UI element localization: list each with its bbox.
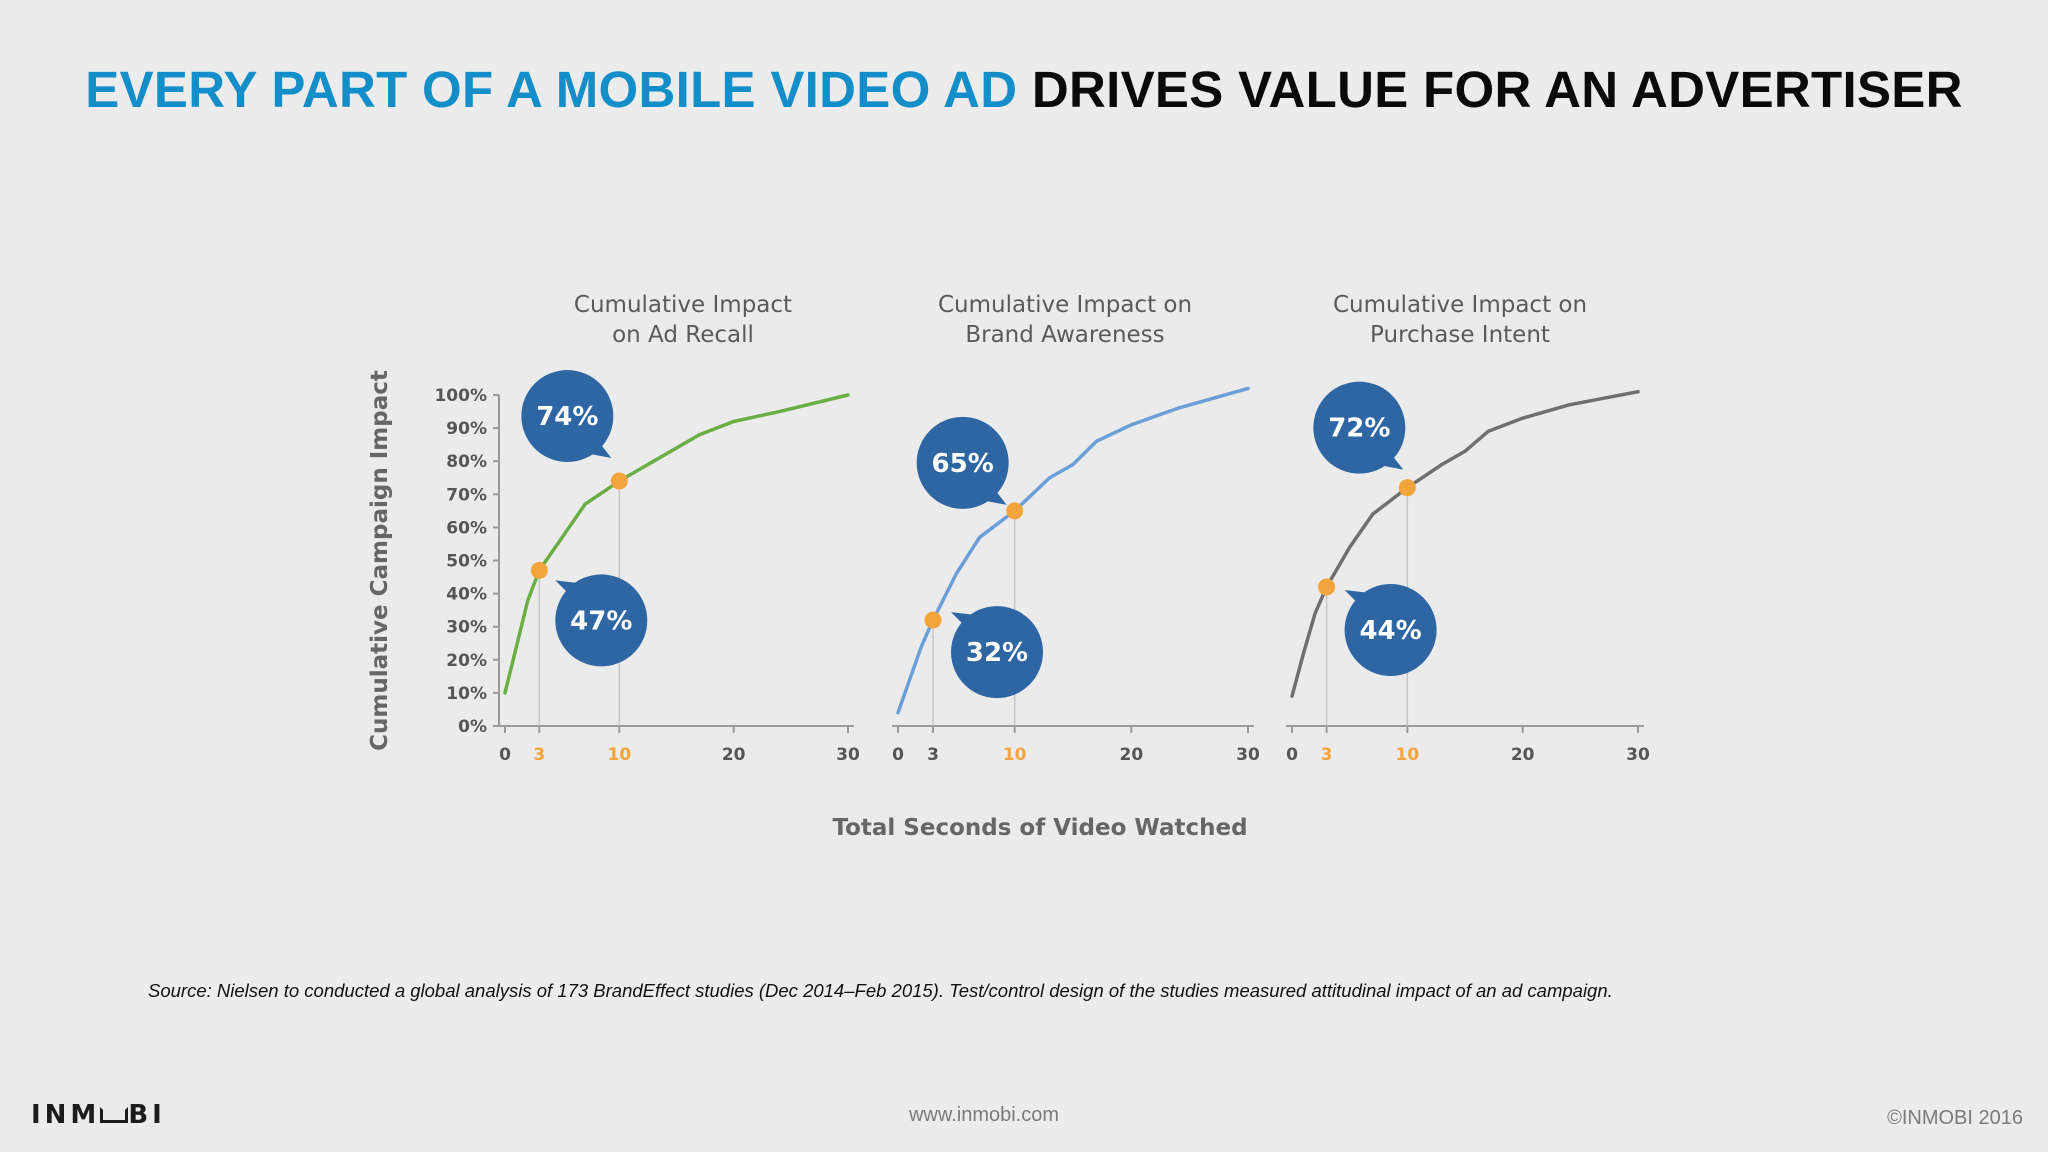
callout-label: 65% [932,449,994,479]
y-tick-label: 50% [446,552,487,572]
x-axis-title: Total Seconds of Video Watched [832,815,1247,841]
chart-title-line: Cumulative Impact on [1333,292,1587,318]
title-rest: DRIVES VALUE FOR AN ADVERTISER [1031,61,1963,118]
y-tick-label: 60% [446,518,487,538]
chart-3: Cumulative Impact on Purchase Intent 0 3 10 2… [1286,292,1650,765]
chart-title-line: Cumulative Impact on [938,292,1192,318]
x-tick-label: 20 [1119,745,1143,765]
y-tick-label: 80% [446,452,487,472]
y-tick-label: 30% [446,618,487,638]
x-tick-label: 10 [1003,745,1027,765]
y-tick-label: 70% [446,485,487,505]
x-tick-label: 3 [533,745,545,765]
callout-label: 74% [536,402,598,432]
y-tick-label: 90% [446,419,487,439]
x-tick-label: 10 [1395,745,1419,765]
callout-marker [610,472,628,490]
callout-label: 44% [1359,616,1421,646]
callout-bubble [521,370,614,463]
x-tick-label: 20 [1511,745,1535,765]
callout-label: 47% [570,606,632,636]
y-axis-title: Cumulative Campaign Impact [367,370,393,751]
y-tick-label: 20% [446,651,487,671]
x-tick-label: 3 [1321,745,1333,765]
callout-marker [1318,578,1336,596]
callout-bubble [916,416,1009,509]
title-highlight: EVERY PART OF A MOBILE VIDEO AD [85,61,1018,118]
y-tick-label: 0% [458,717,487,737]
x-tick-label: 0 [499,745,511,765]
callout-marker [530,561,548,579]
x-tick-label: 0 [892,745,904,765]
x-tick-label: 20 [722,745,746,765]
x-tick-label: 30 [1626,745,1650,765]
source-note: Source: Nielsen to conducted a global an… [148,980,1613,1001]
x-tick-label: 30 [836,745,860,765]
callout-label: 32% [966,638,1028,668]
copyright: ©INMOBI 2016 [1887,1107,2023,1129]
x-tick-label: 0 [1286,745,1298,765]
chart-title-line: Purchase Intent [1370,322,1550,348]
chart-panel: Cumulative Impact on Ad Recall 0 3 10 20 30 0% 1… [225,240,1705,880]
callout-marker [1398,479,1416,497]
x-tick-label: 3 [927,745,939,765]
callout-bubble [1344,583,1437,676]
chart-title-line: on Ad Recall [612,322,754,348]
chart-title-line: Brand Awareness [965,322,1164,348]
inmobi-logo-wordmark: INM BI [31,1100,166,1130]
slide-title: EVERY PART OF A MOBILE VIDEO AD DRIVES V… [0,60,2048,119]
callout-bubble [951,606,1043,699]
callout-bubble [555,574,648,667]
y-tick-label: 10% [446,684,487,704]
callout-marker [1006,502,1024,520]
x-tick-label: 30 [1236,745,1260,765]
callout-bubble [1313,381,1406,474]
callout-label: 72% [1328,414,1390,444]
callout-marker [924,611,942,629]
x-tick-label: 10 [607,745,631,765]
y-tick-label: 100% [434,386,487,406]
chart-2: Cumulative Impact on Brand Awareness 0 3 10 2… [892,292,1260,765]
website-link[interactable]: www.inmobi.com [908,1104,1060,1126]
y-tick-label: 40% [446,585,487,605]
inmobi-logo: INM BI [31,1100,166,1130]
chart-title-line: Cumulative Impact [574,292,792,318]
